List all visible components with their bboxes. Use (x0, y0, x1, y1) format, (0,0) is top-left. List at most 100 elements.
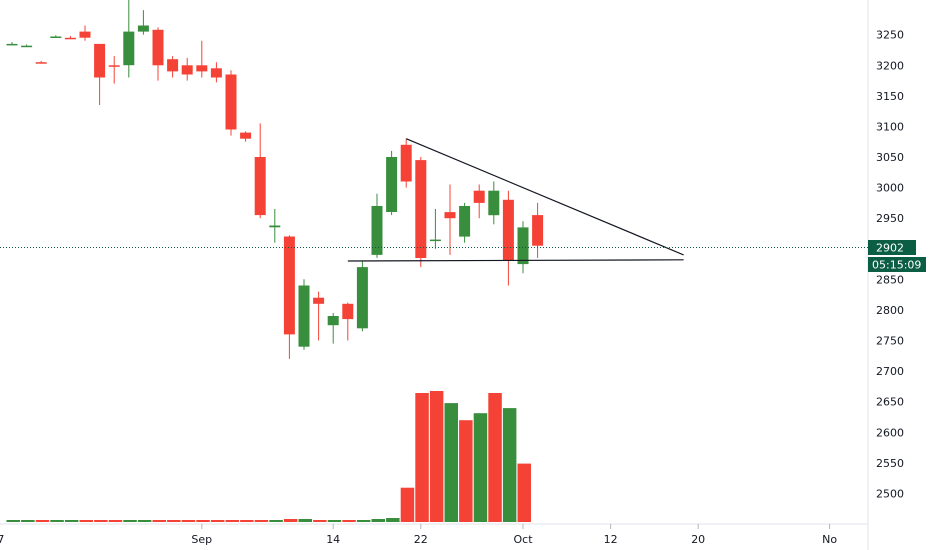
volume-bar (21, 520, 35, 522)
volume-bar (342, 520, 356, 522)
candle-body (400, 144, 412, 182)
trendlines (347, 138, 684, 262)
candles (6, 0, 544, 359)
candle-body (152, 29, 164, 66)
candle-body (459, 206, 471, 237)
volume-bar (254, 520, 269, 522)
x-tick-label: 20 (691, 533, 705, 546)
y-tick-label: 2500 (876, 487, 904, 500)
volume-bar (313, 520, 327, 522)
volume-bar (386, 518, 400, 522)
candle-body (313, 297, 325, 304)
candle-body (94, 43, 106, 78)
volume-bar (283, 519, 298, 522)
candle-body (210, 68, 222, 78)
y-tick-label: 2600 (876, 426, 904, 439)
volume-bar (473, 413, 488, 522)
countdown-label: 05:15:09 (872, 259, 921, 272)
current-price-tag[interactable] (868, 240, 916, 255)
x-tick-label: Sep (191, 533, 212, 546)
candle-body (444, 212, 456, 219)
candle-body (240, 132, 252, 139)
y-tick-label: 3250 (876, 29, 904, 42)
volume-bar (79, 520, 93, 522)
volume-bar (269, 520, 283, 522)
candle-body (21, 45, 33, 48)
y-tick-label: 2850 (876, 273, 904, 286)
y-tick-label: 3200 (876, 59, 904, 72)
candle-body (327, 316, 339, 326)
x-tick-label: 22 (414, 533, 428, 546)
volume-bar (181, 520, 196, 522)
y-tick-label: 2650 (876, 396, 904, 409)
volume-bar (123, 520, 137, 522)
y-tick-label: 3050 (876, 151, 904, 164)
volume-bar (415, 393, 429, 522)
volume-bar (64, 520, 79, 522)
candle-body (269, 225, 281, 228)
candle-body (225, 74, 237, 130)
price-tags[interactable]: 2902 05:15:09 (868, 240, 926, 272)
volume-bar (429, 391, 444, 522)
x-tick-label: No (822, 533, 837, 546)
candle-body (415, 160, 427, 258)
candle-body (488, 190, 500, 216)
volume-bar (400, 487, 415, 522)
volume-bar (210, 520, 225, 522)
candle-body (298, 285, 310, 347)
y-tick-label: 3000 (876, 182, 904, 195)
candle-body (371, 206, 383, 255)
volume-bar (502, 408, 517, 522)
candle-body (386, 157, 398, 212)
volume-bar (35, 520, 50, 522)
volume-bar (517, 463, 531, 522)
candle-body (6, 43, 18, 46)
x-tick-label: Oct (513, 533, 533, 546)
x-tick-label: 14 (326, 533, 340, 546)
y-tick-label: 2750 (876, 335, 904, 348)
candle-body (123, 31, 135, 66)
candle-body (532, 215, 544, 246)
x-tick-label: 17 (0, 533, 4, 546)
volume-bar (371, 519, 385, 522)
volume-bar (94, 520, 108, 522)
y-tick-label: 3100 (876, 120, 904, 133)
current-price-label: 2902 (876, 242, 904, 255)
y-axis-ticks: 3250320031503100305030002950290028502800… (876, 29, 904, 501)
x-axis-ticks: 17 Sep 14 22 Oct 12 20 No (0, 524, 837, 546)
volume-bar (488, 393, 502, 522)
candle-body (429, 239, 441, 242)
candle-body (181, 65, 193, 75)
candle-body (79, 31, 91, 38)
volume-bar (327, 520, 342, 522)
trendline[interactable] (347, 259, 684, 262)
volume-bar (167, 520, 181, 522)
volume-bar (298, 519, 312, 522)
volume-bar (6, 520, 20, 522)
volume-bar (152, 520, 166, 522)
candle-body (254, 157, 266, 216)
y-tick-label: 3150 (876, 90, 904, 103)
candle-body (196, 65, 208, 72)
x-tick-label: 12 (604, 533, 618, 546)
candle-body (167, 59, 179, 72)
candle-body (283, 236, 295, 335)
y-tick-label: 2950 (876, 212, 904, 225)
candle-body (64, 37, 76, 40)
countdown-tag (868, 257, 926, 272)
volume-bar (356, 520, 371, 522)
volume-bar (108, 520, 123, 522)
candle-body (108, 65, 120, 67)
volume-bar (459, 420, 473, 522)
candle-body (517, 227, 529, 265)
volume-bar (225, 520, 239, 522)
y-tick-label: 2550 (876, 457, 904, 470)
candle-body (502, 199, 514, 261)
volume-bar (50, 520, 64, 522)
y-tick-label: 2700 (876, 365, 904, 378)
candle-body (35, 62, 47, 64)
volume-bar (137, 520, 152, 522)
trendline[interactable] (405, 138, 684, 256)
candle-body (473, 190, 485, 203)
